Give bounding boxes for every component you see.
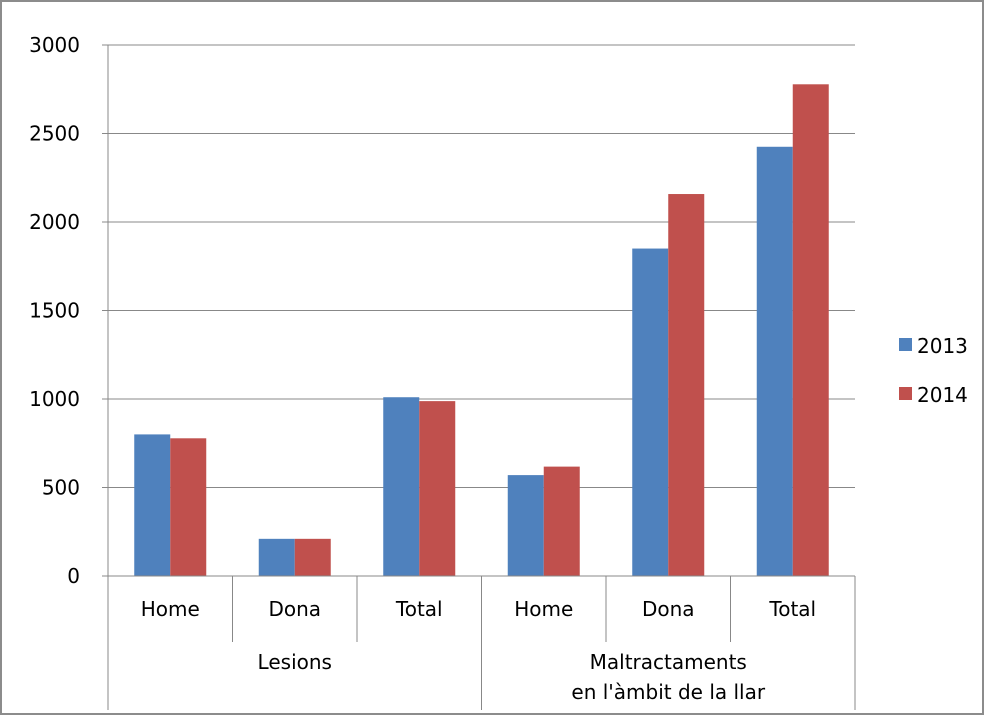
bar-2013-dona [632, 248, 669, 577]
y-tick-label: 3000 [29, 33, 80, 57]
bar-2013-home [134, 434, 171, 576]
legend-swatch-2013 [899, 338, 912, 351]
category-label: Home [141, 597, 200, 621]
y-tick-label: 0 [67, 564, 80, 588]
category-label: Total [395, 597, 443, 621]
group-label: en l'àmbit de la llar [571, 680, 765, 704]
y-tick-label: 1000 [29, 387, 80, 411]
category-label: Home [514, 597, 573, 621]
bar-2014-total [419, 401, 456, 576]
bar-2013-dona [258, 538, 295, 576]
legend-label-2014: 2014 [917, 383, 968, 407]
bar-2013-total [383, 397, 420, 576]
group-label: Maltractaments [590, 650, 747, 674]
y-tick-label: 1500 [29, 299, 80, 323]
category-label: Dona [268, 597, 321, 621]
y-tick-label: 500 [42, 476, 80, 500]
bar-2013-home [507, 475, 544, 576]
bar-2014-dona [294, 538, 331, 576]
bar-2014-home [170, 438, 207, 576]
y-tick-label: 2500 [29, 122, 80, 146]
legend-label-2013: 2013 [917, 334, 968, 358]
category-label: Dona [642, 597, 695, 621]
legend-swatch-2014 [899, 387, 912, 400]
bar-2013-total [756, 146, 793, 576]
bar-2014-dona [668, 194, 705, 576]
group-label: Lesions [258, 650, 332, 674]
bar-2014-total [792, 84, 829, 576]
y-tick-label: 2000 [29, 210, 80, 234]
bar-2014-home [543, 466, 580, 576]
category-label: Total [768, 597, 816, 621]
